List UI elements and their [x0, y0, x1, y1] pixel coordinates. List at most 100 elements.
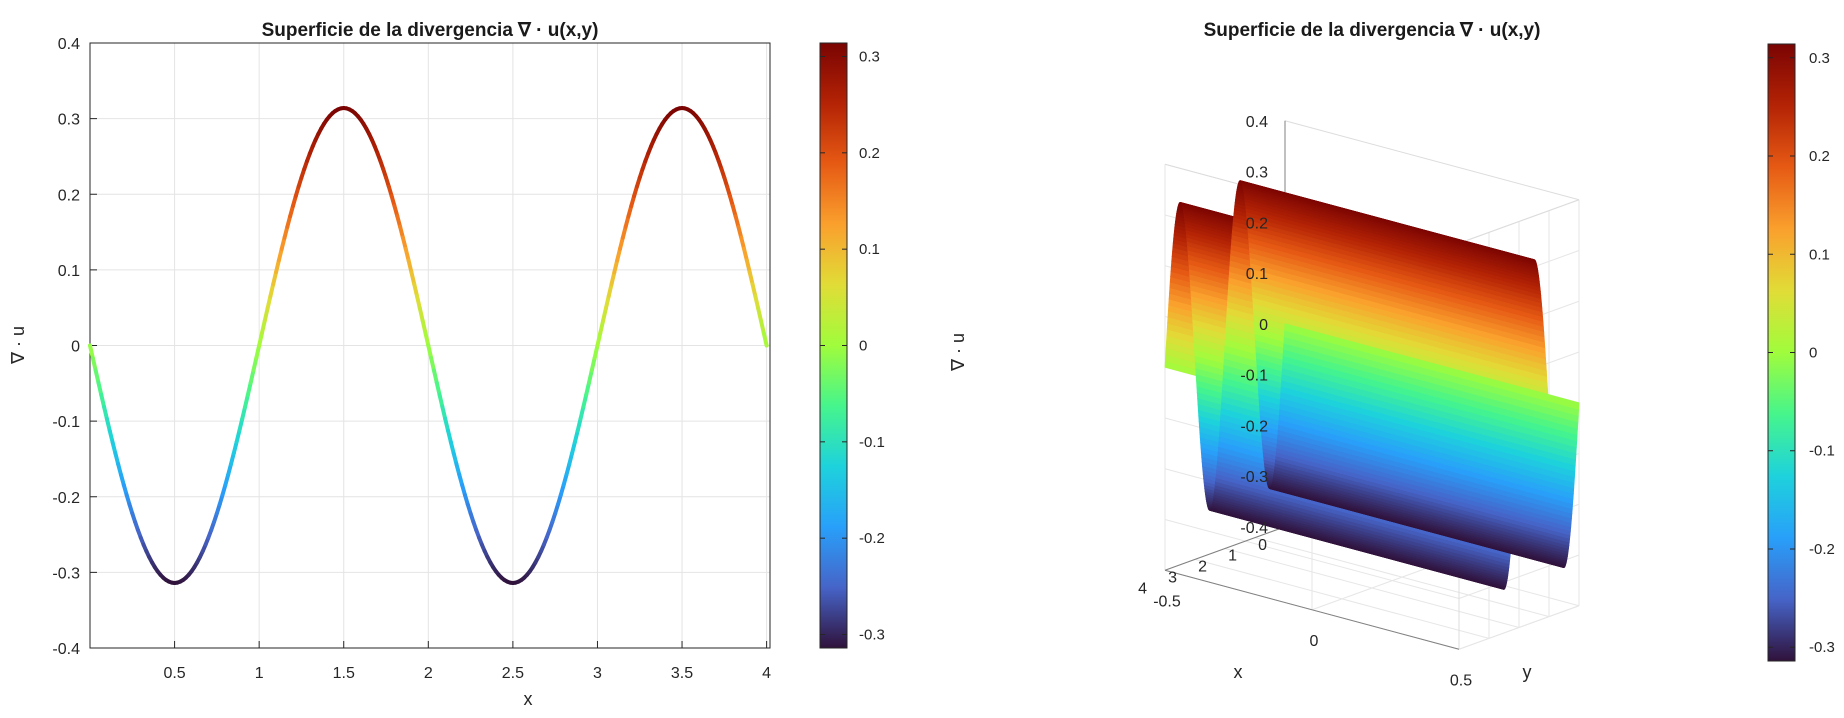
- x-tick-label: 1: [255, 665, 264, 682]
- line-segment: [601, 306, 608, 323]
- y-axis-label-left: ∇ · u: [8, 326, 28, 365]
- x-tick-label: 2: [1198, 559, 1207, 576]
- y-tick-label: -0.4: [52, 641, 80, 658]
- line-segment: [274, 258, 281, 275]
- line-segment: [409, 270, 417, 287]
- x-tick-label: 1: [1228, 548, 1237, 565]
- y-tick-label: 0.4: [58, 36, 80, 53]
- line-segment: [592, 343, 600, 360]
- z-tick-label: -0.3: [1240, 469, 1268, 486]
- line-segment: [753, 294, 761, 311]
- surface: [1164, 180, 1580, 590]
- line-segment: [96, 380, 104, 397]
- line-segment: [756, 306, 763, 323]
- x-axis-label-left: x: [524, 689, 533, 709]
- y-tick-label: 0.2: [58, 187, 80, 204]
- line-segment: [603, 294, 611, 311]
- z-tick-label: 0.4: [1246, 114, 1268, 131]
- colorbar-tick-label: -0.3: [859, 627, 885, 644]
- line-segment: [423, 331, 431, 348]
- line-segment: [259, 318, 267, 336]
- x-tick-label: 0.5: [163, 665, 185, 682]
- line-segment: [240, 404, 248, 421]
- colorbar-tick-label: 0.3: [859, 48, 880, 65]
- x-tick-label: 1.5: [333, 665, 355, 682]
- x-tick-label: 2.5: [502, 665, 524, 682]
- line-segment: [581, 392, 589, 409]
- x-tick-labels-left: 0.5 1 1.5 2 2.5 3 3.5 4: [163, 665, 771, 682]
- y-tick-label: 0.3: [58, 112, 80, 129]
- line-segment: [606, 282, 614, 299]
- line-segment: [251, 355, 259, 373]
- line-segment: [243, 392, 250, 409]
- z-tick-label: 0.2: [1246, 215, 1268, 232]
- colorbar-tick-label: 0.2: [859, 145, 880, 162]
- line-segment: [265, 294, 273, 311]
- line-segment: [104, 416, 112, 433]
- x-axis-line: [1164, 526, 1286, 571]
- line-segment: [612, 258, 620, 275]
- line-segment: [248, 368, 256, 385]
- line-segment: [750, 282, 758, 299]
- line-segment: [102, 404, 109, 421]
- y-tick-label: -0.2: [52, 490, 80, 507]
- z-tick-label: 0.1: [1246, 266, 1268, 283]
- line-segment: [443, 416, 451, 433]
- line-segment: [595, 331, 603, 348]
- grid-line: [1458, 605, 1580, 650]
- line-segment: [93, 368, 101, 385]
- x-tick-label: 4: [762, 665, 771, 682]
- z-tick-label: 0.3: [1246, 165, 1268, 182]
- x-tick-label: 0: [1258, 537, 1267, 554]
- y-axis-line: [1164, 569, 1460, 650]
- colorbar-right: 0.3 0.2 0.1 0 -0.1 -0.2 -0.3: [1767, 43, 1835, 662]
- line-segment: [412, 282, 420, 299]
- line-segment: [578, 404, 586, 421]
- z-tick-label: 0: [1259, 317, 1268, 334]
- x-tick-label: 3: [593, 665, 602, 682]
- y-tick-label: 0: [71, 339, 80, 356]
- grid-line: [1311, 565, 1433, 611]
- x-tick-label: 3.5: [671, 665, 693, 682]
- line-segment: [88, 343, 95, 360]
- line-segment: [431, 368, 439, 385]
- colorbar-tick-label: -0.2: [1809, 541, 1835, 558]
- colorbar-tick-label: -0.1: [859, 434, 885, 451]
- line-segment: [434, 380, 442, 397]
- y-tick-label: -0.3: [52, 565, 80, 582]
- line-segment: [440, 404, 448, 421]
- line-segment: [584, 380, 592, 397]
- line-segment: [426, 343, 434, 360]
- line-segment: [237, 416, 245, 433]
- colorbar-tick-label: 0: [1809, 345, 1817, 362]
- colorbar-tick-label: -0.1: [1809, 443, 1835, 460]
- colorbar-tick-label: 0: [859, 338, 867, 355]
- colorbar-tick-label: 0.1: [859, 241, 880, 258]
- x-tick-label: 2: [424, 665, 433, 682]
- colorbar-tick-label: 0.1: [1809, 246, 1830, 263]
- line-segment: [268, 282, 276, 299]
- y-tick-label: 0.5: [1450, 672, 1472, 689]
- line-segment: [257, 331, 264, 348]
- line-segment: [420, 318, 428, 336]
- line-segment: [99, 392, 107, 409]
- z-tick-label: -0.1: [1240, 368, 1268, 385]
- y-axis-label-right: y: [1523, 662, 1532, 682]
- y-tick-label: -0.5: [1153, 593, 1181, 610]
- line-segment: [587, 368, 594, 385]
- line-segment: [609, 270, 617, 287]
- colorbar-left: 0.3 0.2 0.1 0 -0.1 -0.2 -0.3: [819, 42, 885, 649]
- data-line: [88, 106, 769, 585]
- chart-title-left: Superficie de la divergencia ∇ · u(x,y): [262, 20, 599, 41]
- line-segment: [761, 331, 769, 348]
- line-chart: Superficie de la divergencia ∇ · u(x,y) …: [8, 20, 885, 709]
- line-segment: [437, 392, 445, 409]
- x-axis-label-right: x: [1234, 662, 1243, 682]
- y-tick-label: 0: [1310, 633, 1319, 650]
- colorbar-tick-label: -0.2: [859, 530, 885, 547]
- line-segment: [758, 318, 766, 336]
- surface-chart: Superficie de la divergencia ∇ · u(x,y) …: [948, 20, 1835, 689]
- line-segment: [417, 306, 425, 323]
- line-segment: [598, 318, 606, 336]
